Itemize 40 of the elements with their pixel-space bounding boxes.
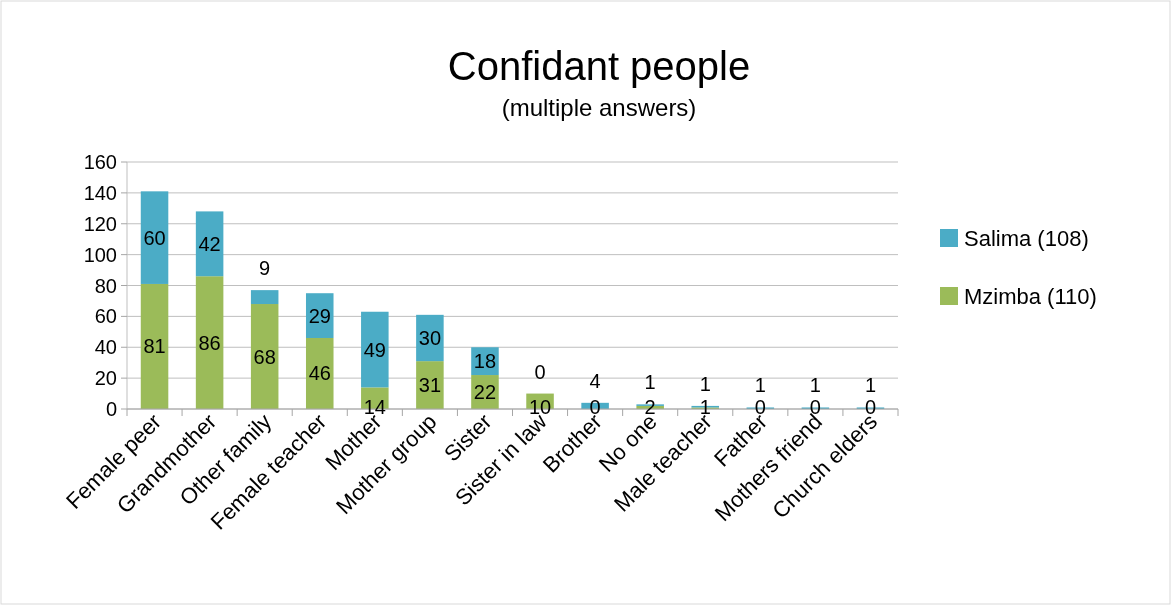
bar bbox=[250, 304, 279, 409]
y-tick-label: 140 bbox=[83, 181, 117, 204]
bar bbox=[195, 276, 224, 409]
bar bbox=[361, 311, 389, 388]
data-label: 1 bbox=[644, 371, 656, 394]
y-tick-label: 100 bbox=[83, 243, 117, 266]
data-label: 60 bbox=[143, 226, 166, 249]
chart-title: Confidant people bbox=[447, 44, 751, 88]
bar bbox=[140, 191, 169, 284]
data-label: 46 bbox=[308, 362, 331, 385]
data-label: 81 bbox=[143, 335, 166, 358]
y-tick-label: 60 bbox=[94, 305, 117, 328]
bar bbox=[140, 283, 169, 409]
bar bbox=[250, 290, 279, 305]
data-label: 1 bbox=[809, 374, 821, 397]
chart-subtitle: (multiple answers) bbox=[501, 94, 697, 121]
data-label: 9 bbox=[259, 257, 271, 280]
data-label: 22 bbox=[473, 381, 497, 404]
y-tick-label: 80 bbox=[94, 274, 117, 297]
y-tick-label: 0 bbox=[105, 398, 117, 420]
legend-label: Salima (108) bbox=[964, 225, 1089, 251]
data-label: 49 bbox=[363, 338, 386, 361]
data-label: 68 bbox=[253, 345, 276, 368]
data-label: 30 bbox=[418, 326, 442, 349]
y-tick-label: 20 bbox=[94, 367, 117, 390]
data-label: 29 bbox=[308, 304, 331, 327]
data-label: 0 bbox=[534, 360, 546, 383]
data-label: 1 bbox=[699, 372, 711, 395]
y-tick-label: 40 bbox=[94, 336, 117, 359]
data-label: 86 bbox=[198, 331, 221, 354]
y-tick-label: 160 bbox=[83, 151, 117, 173]
data-label: 1 bbox=[864, 374, 877, 397]
data-label: 18 bbox=[473, 350, 497, 373]
data-label: 4 bbox=[589, 369, 601, 392]
data-label: 1 bbox=[754, 374, 766, 397]
legend-label: Mzimba (110) bbox=[964, 283, 1097, 309]
data-label: 31 bbox=[418, 374, 442, 397]
y-tick-label: 120 bbox=[83, 212, 117, 235]
bar bbox=[305, 337, 334, 409]
data-label: 42 bbox=[198, 232, 221, 255]
